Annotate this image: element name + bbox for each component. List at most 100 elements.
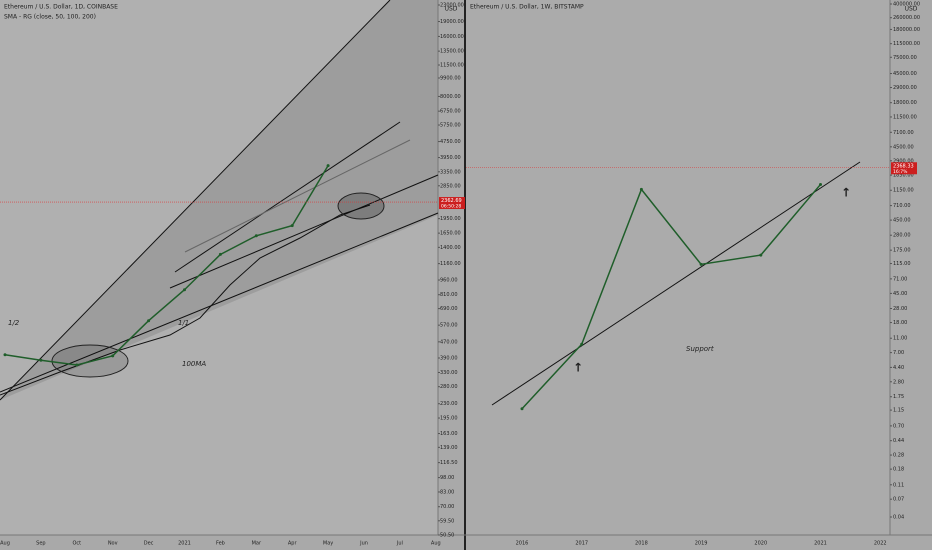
y-tick-label: 163.00 (440, 431, 458, 437)
x-tick-label: May (323, 541, 333, 547)
y-tick-label: 16000.00 (440, 34, 464, 40)
price-point (326, 164, 330, 168)
chart-title: Ethereum / U.S. Dollar, 1D, COINBASE (4, 4, 118, 11)
x-tick-label: Apr (288, 541, 298, 547)
x-tick-label: Feb (216, 541, 225, 547)
y-tick-label: 11500.00 (893, 114, 917, 120)
trend-line (184, 139, 411, 253)
trend-line (0, 0, 391, 401)
x-tick-label: Nov (108, 541, 118, 547)
y-tick-label: 2.80 (893, 379, 904, 385)
y-tick-label: 59.50 (440, 518, 454, 524)
y-tick-label: 4750.00 (440, 139, 461, 145)
y-tick-label: 8000.00 (440, 94, 461, 100)
price-point (254, 234, 258, 238)
x-tick-label: Oct (72, 541, 81, 547)
y-tick-label: 0.04 (893, 515, 904, 521)
y-tick-label: 0.70 (893, 423, 904, 429)
countdown-label: 16:7% (893, 169, 908, 175)
right-plot (466, 0, 890, 535)
y-tick-label: 280.00 (440, 384, 458, 390)
y-tick-label: 18000.00 (893, 100, 917, 106)
trend-line (169, 174, 439, 289)
y-tick-label: 0.11 (893, 482, 904, 488)
y-tick-label: 1950.00 (440, 216, 461, 222)
y-tick-label: 0.07 (893, 497, 904, 503)
y-tick-label: 1650.00 (440, 231, 461, 237)
annotation: 1/1 (178, 319, 189, 327)
y-tick-label: 1150.00 (893, 188, 914, 194)
x-tick-label: 2021 (178, 541, 191, 547)
y-tick-label: 570.00 (440, 323, 458, 329)
y-tick-label: 98.00 (440, 475, 454, 481)
y-tick-label: 6750.00 (440, 109, 461, 115)
price-point (39, 358, 43, 362)
y-tick-label: 4.40 (893, 365, 904, 371)
x-tick-label: Jul (396, 541, 403, 547)
y-tick-label: 330.00 (440, 370, 458, 376)
y-tick-label: 116.50 (440, 460, 458, 466)
price-label: 2362.69 (441, 198, 462, 204)
y-tick-label: 45000.00 (893, 71, 917, 77)
y-tick-label: 1.75 (893, 394, 904, 400)
y-tick-label: 7100.00 (893, 130, 914, 136)
price-line (4, 165, 329, 366)
price-point (147, 319, 151, 323)
price-label: 2368.33 (893, 163, 914, 169)
y-tick-label: 690.00 (440, 306, 458, 312)
price-point (75, 363, 79, 367)
y-tick-label: 11.00 (893, 336, 907, 342)
x-tick-label: Dec (144, 541, 154, 547)
y-tick-label: 195.00 (440, 416, 458, 422)
y-tick-label: 400000.00 (893, 2, 920, 8)
trend-line (174, 121, 401, 273)
price-point (699, 262, 703, 266)
y-tick-label: 7.00 (893, 350, 904, 356)
y-tick-label: 23000.00 (440, 3, 464, 9)
price-point (290, 224, 294, 228)
price-line (521, 183, 822, 410)
y-tick-label: 3350.00 (440, 169, 461, 175)
y-tick-label: 1850.00 (893, 173, 914, 179)
y-tick-label: 18.00 (893, 320, 907, 326)
y-tick-label: 0.44 (893, 438, 904, 444)
y-tick-label: 1400.00 (440, 245, 461, 251)
price-badge (439, 197, 465, 210)
price-point (218, 252, 222, 256)
x-tick-label: 2021 (814, 541, 827, 547)
price-point (520, 407, 524, 411)
y-tick-label: 3950.00 (440, 155, 461, 161)
y-tick-label: 70.00 (440, 504, 454, 510)
y-tick-label: 5750.00 (440, 123, 461, 129)
price-point (3, 353, 7, 357)
y-tick-label: 75000.00 (893, 55, 917, 61)
y-tick-label: 1.15 (893, 408, 904, 414)
currency-label: USD (445, 6, 458, 13)
y-tick-label: 13500.00 (440, 49, 464, 55)
y-tick-label: 260000.00 (893, 15, 920, 21)
y-tick-label: 390.00 (440, 356, 458, 362)
currency-label: USD (905, 6, 918, 13)
y-tick-label: 29000.00 (893, 85, 917, 91)
y-tick-label: 139.00 (440, 445, 458, 451)
y-tick-label: 230.00 (440, 401, 458, 407)
x-tick-label: Sep (36, 541, 45, 547)
countdown-label: 06:50:28 (441, 204, 461, 210)
annotation: 1/2 (8, 319, 20, 327)
y-tick-label: 960.00 (440, 278, 458, 284)
indicator-label: SMA - RG (close, 50, 100, 200) (4, 14, 96, 21)
y-tick-label: 19000.00 (440, 19, 464, 25)
support-line (491, 161, 861, 406)
price-point (183, 288, 186, 292)
price-badge (891, 162, 917, 175)
price-point (111, 354, 115, 358)
y-tick-label: 175.00 (893, 248, 911, 254)
y-tick-label: 45.00 (893, 291, 907, 297)
y-tick-label: 710.00 (893, 203, 911, 209)
x-tick-label: 2018 (635, 541, 648, 547)
price-point (759, 253, 763, 257)
y-tick-label: 115000.00 (893, 41, 920, 47)
x-tick-label: 2016 (516, 541, 529, 547)
y-tick-label: 28.00 (893, 306, 907, 312)
y-tick-label: 2900.00 (893, 158, 914, 164)
